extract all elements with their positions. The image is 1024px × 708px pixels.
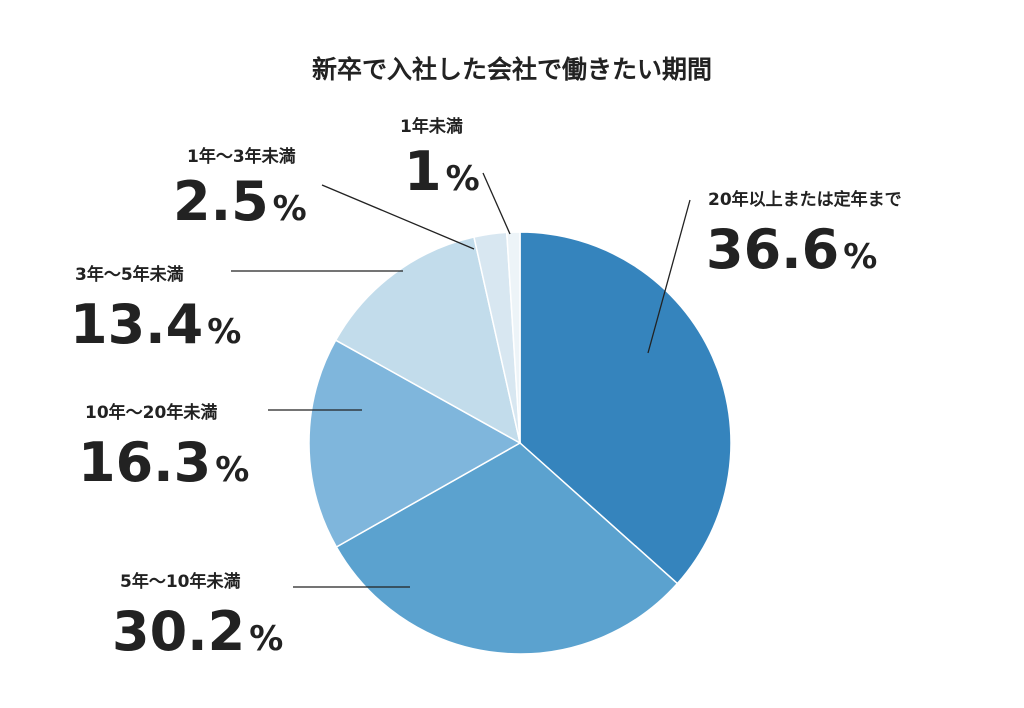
chart-title: 新卒で入社した会社で働きたい期間 [312, 55, 712, 84]
slice-category-label: 1年未満 [400, 116, 463, 137]
slice-labels: 20年以上または定年まで 36.6 % 5年〜10年未満 30.2 % 10年〜20年未満 1… [70, 116, 902, 663]
slice-value-label: 16.3% [78, 431, 249, 494]
slice-category-label: 20年以上または定年まで [708, 189, 902, 210]
pie-slice [335, 442, 679, 655]
pie-slice [519, 231, 732, 585]
slice-value-label: 30.2% [112, 600, 283, 663]
slice-category-label: 5年〜10年未満 [120, 571, 241, 592]
slice-value-label: 13.4% [70, 293, 241, 356]
slice-category-label: 3年〜5年未満 [75, 264, 184, 285]
pie-slice [505, 231, 521, 444]
leader-line [647, 199, 691, 354]
slice-value-label: 36.6% [706, 218, 877, 281]
leader-line [321, 184, 475, 250]
slice-value-label: 1% [404, 140, 480, 203]
slice-category-label: 10年〜20年未満 [85, 402, 217, 423]
pie-slice [308, 339, 522, 548]
slice-value-label: 2.5% [173, 170, 307, 233]
pie-slices [308, 231, 732, 655]
pie-slice [334, 236, 522, 445]
slice-category-label: 1年〜3年未満 [187, 146, 296, 167]
leader-line [482, 172, 511, 235]
leader-lines [231, 172, 691, 588]
